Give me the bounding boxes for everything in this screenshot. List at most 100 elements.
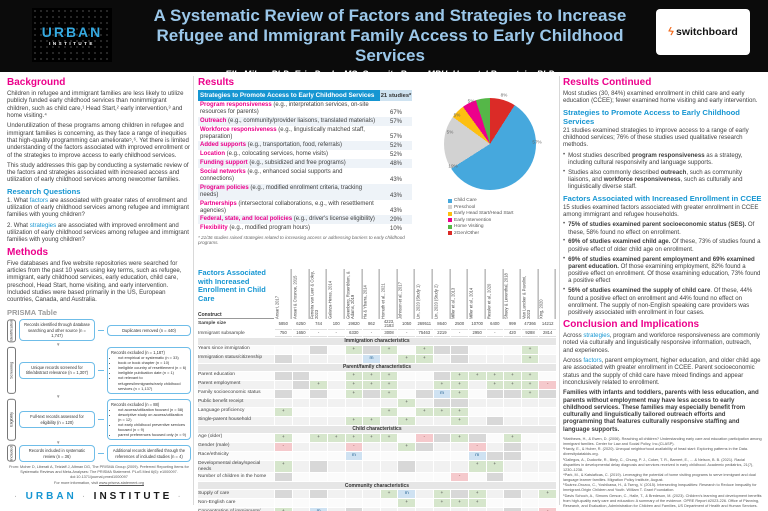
matrix-cell (416, 460, 433, 473)
bullet-text: 56% of studies examined the supply of ch… (568, 287, 762, 316)
reference-item: ²Hardy, E., & Huber, R. (2020). Unequal … (563, 447, 749, 457)
matrix-cell (292, 490, 310, 499)
prisma-left-box: Full-text records assessed for eligibili… (19, 411, 95, 428)
matrix-cell (380, 499, 398, 508)
matrix-cell (327, 398, 345, 407)
study-column-header: Ressler et al., 2020 (486, 269, 504, 319)
results-heading: Results (198, 77, 235, 88)
research-question: 1. What factors are associated with grea… (7, 197, 191, 219)
matrix-cell: + (345, 380, 363, 389)
matrix-cell (327, 473, 345, 482)
prisma-right-title: Additional records identified through th… (112, 448, 186, 459)
matrix-cell: + (345, 371, 363, 380)
strategy-desc: (e.g., transportation, food, referrals) (246, 142, 343, 149)
immigrant-subsample-value: - (451, 330, 468, 337)
strategy-cell: Social networks (e.g., enhanced social s… (198, 168, 380, 184)
matrix-cell (292, 371, 310, 380)
bullet-segment: 69% of studies examined parent employmen… (568, 255, 755, 270)
matrix-cell: + (345, 416, 363, 425)
matrix-cell (275, 490, 292, 499)
prisma-exclusion-list: not access/utilization focused (n = 58)d… (111, 407, 187, 437)
matrix-cell: + (451, 499, 468, 508)
matrix-cell (468, 380, 486, 389)
sample-size-value: 999 (504, 320, 521, 330)
strategy-term: Program policies (200, 184, 249, 191)
matrix-cell (380, 508, 398, 511)
matrix-cell (433, 451, 451, 460)
matrix-cell: + (521, 354, 539, 363)
matrix-cell (504, 451, 521, 460)
matrix-section-band: Parent/family characteristics (198, 363, 556, 371)
matrix-section-band: Community characteristics (198, 482, 556, 490)
matrix-cell: + (310, 380, 327, 389)
matrix-cell: + (380, 407, 398, 416)
construct-row-label: Family socioeconomic status (198, 389, 274, 398)
matrix-cell (486, 398, 504, 407)
strategy-percent: 43% (389, 208, 402, 215)
matrix-cell (275, 451, 292, 460)
matrix-cell (504, 398, 521, 407)
prisma-left-box: Records identified through database sear… (19, 319, 95, 342)
matrix-cell (310, 460, 327, 473)
strategy-row: Program responsiveness (e.g., interpreta… (198, 101, 412, 117)
matrix-cell: m (345, 451, 363, 460)
matrix-cell: + (521, 345, 539, 354)
matrix-cell: + (521, 389, 539, 398)
matrix-cell (521, 508, 539, 511)
strategy-desc: (intersectoral collaborations, e.g., wit… (200, 200, 374, 214)
matrix-cell (363, 473, 380, 482)
bullet-segment: workforce responsiveness (603, 176, 681, 183)
matrix-cell (433, 345, 451, 354)
matrix-cell (486, 354, 504, 363)
matrix-cell (433, 371, 451, 380)
wordmark-institute: INSTITUTE (93, 490, 173, 502)
sample-size-label: Sample size (198, 320, 226, 326)
bullet-marker: • (563, 287, 566, 294)
matrix-cell: - (416, 433, 433, 442)
research-questions: 1. What factors are associated with grea… (7, 197, 191, 244)
column-divider (559, 76, 560, 505)
matrix-cell: - (539, 380, 556, 389)
strategy-desc: (e.g., enhanced social supports and conn… (200, 169, 343, 183)
conclusion-segment: strategies (583, 332, 610, 339)
matrix-cell: + (380, 345, 398, 354)
arrow-down-icon: ▼ (56, 393, 61, 399)
matrix-cell (451, 345, 468, 354)
factors-bullets: • 75% of studies examined parent socioeco… (563, 221, 762, 316)
matrix-cell: + (275, 407, 292, 416)
pie-legend-item: Child Care (448, 198, 513, 203)
matrix-cell (433, 433, 451, 442)
matrix-cell (327, 490, 345, 499)
matrix-cell (433, 473, 451, 482)
matrix-cell (486, 389, 504, 398)
matrix-cell (504, 442, 521, 451)
prisma-more-info: For more information, visit www.prisma-s… (7, 481, 191, 485)
urban-institute-logo: URBAN INSTITUTE (32, 8, 112, 62)
prisma-link[interactable]: www.prisma-statement.org (99, 480, 144, 485)
matrix-cell: + (345, 345, 363, 354)
matrix-cell (363, 451, 380, 460)
matrix-cell (504, 416, 521, 425)
immigrant-subsample-value: 1650 (292, 330, 310, 337)
matrix-cell (398, 389, 415, 398)
matrix-cell (327, 407, 345, 416)
matrix-cell (416, 398, 433, 407)
sample-size-value: 14212 (539, 320, 556, 330)
matrix-cell: + (433, 499, 451, 508)
construct-row-label: Number of children in the home (198, 473, 274, 482)
conclusion-paragraph: Families with infants and toddlers, pare… (563, 389, 762, 433)
study-column-header: Lin, 2020 (Study 2) (433, 269, 451, 319)
prisma-exclusion-item: not access/utilization focused (n = 58) (118, 407, 187, 412)
strategy-term: Outreach (200, 117, 227, 124)
prisma-exclusion-item: ineligible publication date (n = 1) (118, 370, 187, 375)
matrix-cell (504, 407, 521, 416)
strategies-subheading: Strategies to Promote Access to Early Ch… (563, 107, 740, 126)
matrix-cell: + (380, 380, 398, 389)
matrix-cell (451, 354, 468, 363)
matrix-cell: + (416, 354, 433, 363)
matrix-cell (486, 490, 504, 499)
matrix-cell (416, 508, 433, 511)
prisma-connector-line (98, 369, 104, 371)
immigrant-subsample-value: - (310, 330, 327, 337)
matrix-cell (275, 354, 292, 363)
